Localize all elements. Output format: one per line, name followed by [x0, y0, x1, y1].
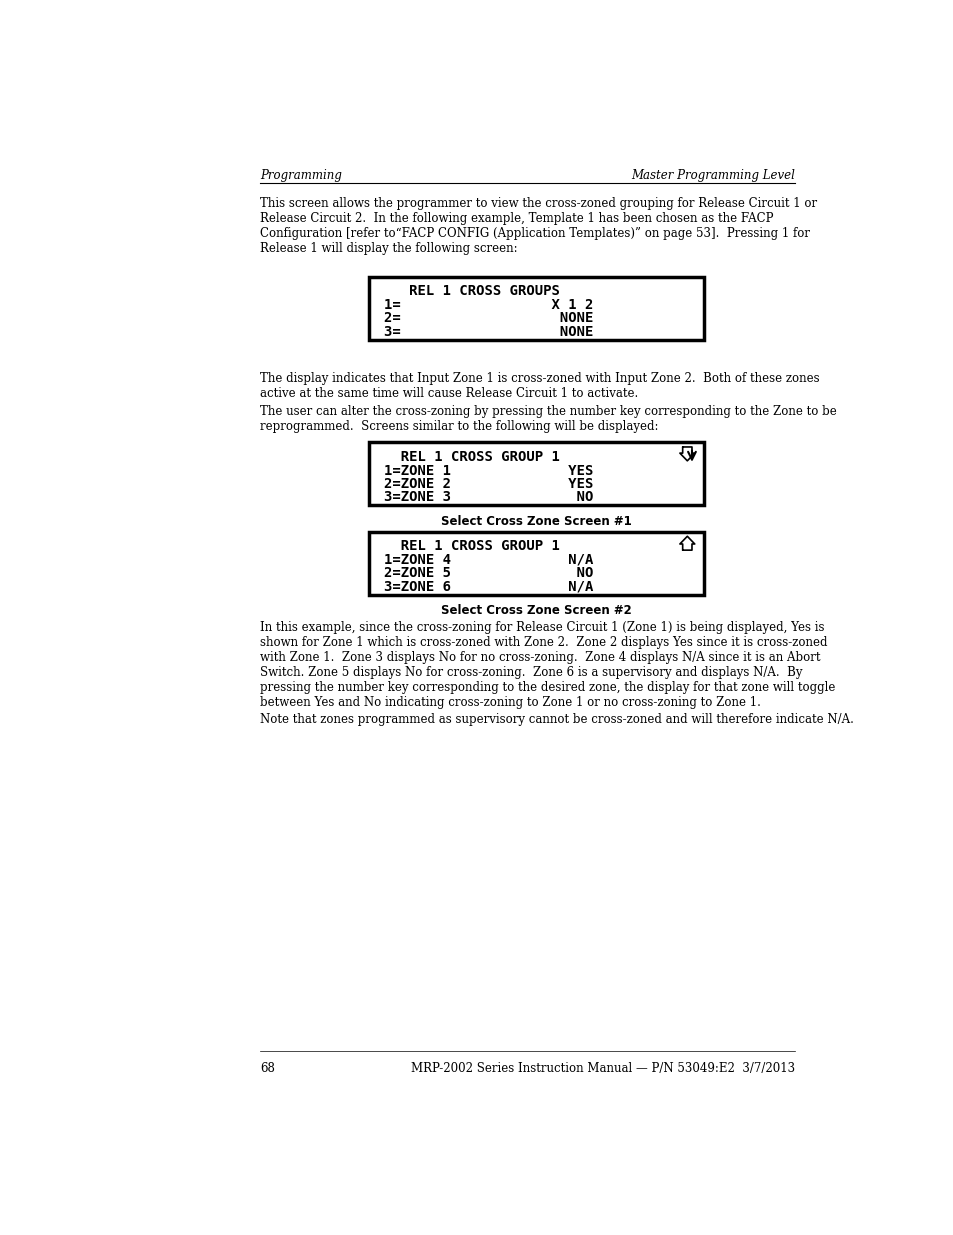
Text: 3=ZONE 3               NO: 3=ZONE 3 NO — [384, 490, 593, 504]
Text: 2=ZONE 2              YES: 2=ZONE 2 YES — [384, 477, 593, 492]
Text: REL 1 CROSS GROUPS: REL 1 CROSS GROUPS — [384, 284, 559, 299]
Text: This screen allows the programmer to view the cross-zoned grouping for Release C: This screen allows the programmer to vie… — [260, 196, 817, 210]
Text: Note that zones programmed as supervisory cannot be cross-zoned and will therefo: Note that zones programmed as supervisor… — [260, 714, 853, 726]
Bar — [369, 277, 703, 340]
Text: Select Cross Zone Screen #2: Select Cross Zone Screen #2 — [440, 604, 631, 618]
Text: Switch. Zone 5 displays No for cross-zoning.  Zone 6 is a supervisory and displa: Switch. Zone 5 displays No for cross-zon… — [260, 666, 802, 679]
Text: Release 1 will display the following screen:: Release 1 will display the following scr… — [260, 242, 517, 254]
Text: 3=                   NONE: 3= NONE — [384, 325, 593, 338]
Text: with Zone 1.  Zone 3 displays No for no cross-zoning.  Zone 4 displays N/A since: with Zone 1. Zone 3 displays No for no c… — [260, 651, 820, 664]
Bar — [369, 442, 703, 505]
Text: Select Cross Zone Screen #1: Select Cross Zone Screen #1 — [440, 515, 631, 527]
Bar — [369, 531, 703, 595]
Text: 3=ZONE 6              N/A: 3=ZONE 6 N/A — [384, 579, 593, 594]
Text: pressing the number key corresponding to the desired zone, the display for that : pressing the number key corresponding to… — [260, 680, 835, 694]
Text: reprogrammed.  Screens similar to the following will be displayed:: reprogrammed. Screens similar to the fol… — [260, 420, 659, 432]
Text: Configuration [refer to“FACP CONFIG (Application Templates)” on page 53].  Press: Configuration [refer to“FACP CONFIG (App… — [260, 227, 809, 240]
Text: 1=ZONE 1              YES: 1=ZONE 1 YES — [384, 463, 593, 478]
Text: 68: 68 — [260, 1062, 274, 1076]
Text: In this example, since the cross-zoning for Release Circuit 1 (Zone 1) is being : In this example, since the cross-zoning … — [260, 621, 824, 634]
Text: Master Programming Level: Master Programming Level — [631, 169, 794, 182]
Text: 2=                   NONE: 2= NONE — [384, 311, 593, 326]
Text: 2=ZONE 5               NO: 2=ZONE 5 NO — [384, 567, 593, 580]
Text: The display indicates that Input Zone 1 is cross-zoned with Input Zone 2.  Both : The display indicates that Input Zone 1 … — [260, 372, 819, 385]
Text: The user can alter the cross-zoning by pressing the number key corresponding to : The user can alter the cross-zoning by p… — [260, 405, 836, 417]
Text: shown for Zone 1 which is cross-zoned with Zone 2.  Zone 2 displays Yes since it: shown for Zone 1 which is cross-zoned wi… — [260, 636, 827, 650]
Text: between Yes and No indicating cross-zoning to Zone 1 or no cross-zoning to Zone : between Yes and No indicating cross-zoni… — [260, 697, 760, 709]
Text: MRP-2002 Series Instruction Manual — P/N 53049:E2  3/7/2013: MRP-2002 Series Instruction Manual — P/N… — [411, 1062, 794, 1076]
Text: active at the same time will cause Release Circuit 1 to activate.: active at the same time will cause Relea… — [260, 388, 638, 400]
Text: Programming: Programming — [260, 169, 342, 182]
Text: 1=                  X 1 2: 1= X 1 2 — [384, 298, 593, 312]
Text: 1=ZONE 4              N/A: 1=ZONE 4 N/A — [384, 553, 593, 567]
Text: REL 1 CROSS GROUP 1: REL 1 CROSS GROUP 1 — [384, 540, 559, 553]
Text: REL 1 CROSS GROUP 1: REL 1 CROSS GROUP 1 — [384, 450, 559, 464]
Text: Release Circuit 2.  In the following example, Template 1 has been chosen as the : Release Circuit 2. In the following exam… — [260, 211, 773, 225]
